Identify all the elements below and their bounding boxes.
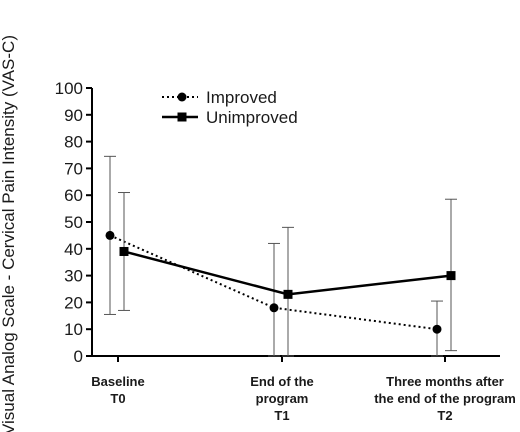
legend-marker xyxy=(177,112,187,122)
y-tick-label: 80 xyxy=(64,133,83,152)
y-tick-label: 90 xyxy=(64,106,83,125)
x-ticks: Baseline T0 End of the program T1 Three month… xyxy=(91,356,516,423)
y-axis-label: Visual Analog Scale - Cervical Pain Inte… xyxy=(0,35,18,432)
y-tick-label: 10 xyxy=(64,320,83,339)
data-point xyxy=(283,289,293,299)
y-tick-label: 50 xyxy=(64,213,83,232)
x-tick-label: the end of the program xyxy=(374,391,516,406)
legend-label: Improved xyxy=(206,88,277,107)
y-tick-label: 60 xyxy=(64,186,83,205)
x-tick-label: End of the xyxy=(250,374,314,389)
x-tick-label: T0 xyxy=(110,391,125,406)
series-improved xyxy=(104,155,443,357)
y-tick-label: 0 xyxy=(74,347,83,366)
axes xyxy=(91,88,500,357)
y-tick-label: 40 xyxy=(64,240,83,259)
y-tick-label: 30 xyxy=(64,267,83,286)
y-tick-label: 100 xyxy=(55,79,83,98)
x-tick-label: Three months after xyxy=(386,374,504,389)
data-point xyxy=(269,303,279,313)
x-tick-label: T2 xyxy=(437,408,452,423)
data-point xyxy=(105,230,115,240)
series-unimproved xyxy=(118,192,457,357)
data-point xyxy=(446,271,456,281)
y-ticks: 0 10 20 30 40 50 60 70 80 90 100 xyxy=(55,79,92,366)
legend-label: Unimproved xyxy=(206,108,298,127)
y-tick-label: 20 xyxy=(64,293,83,312)
x-tick-label: Baseline xyxy=(91,374,144,389)
legend-marker xyxy=(177,92,187,102)
y-tick-label: 70 xyxy=(64,159,83,178)
y-axis-label-group: Visual Analog Scale - Cervical Pain Inte… xyxy=(0,35,18,432)
x-tick-label: T1 xyxy=(274,408,289,423)
data-point xyxy=(432,324,442,334)
data-point xyxy=(119,246,129,256)
x-tick-label: program xyxy=(256,391,309,406)
series-layer xyxy=(104,155,457,357)
